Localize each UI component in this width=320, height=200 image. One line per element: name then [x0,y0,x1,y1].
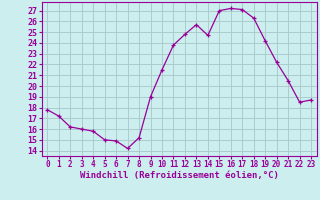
X-axis label: Windchill (Refroidissement éolien,°C): Windchill (Refroidissement éolien,°C) [80,171,279,180]
